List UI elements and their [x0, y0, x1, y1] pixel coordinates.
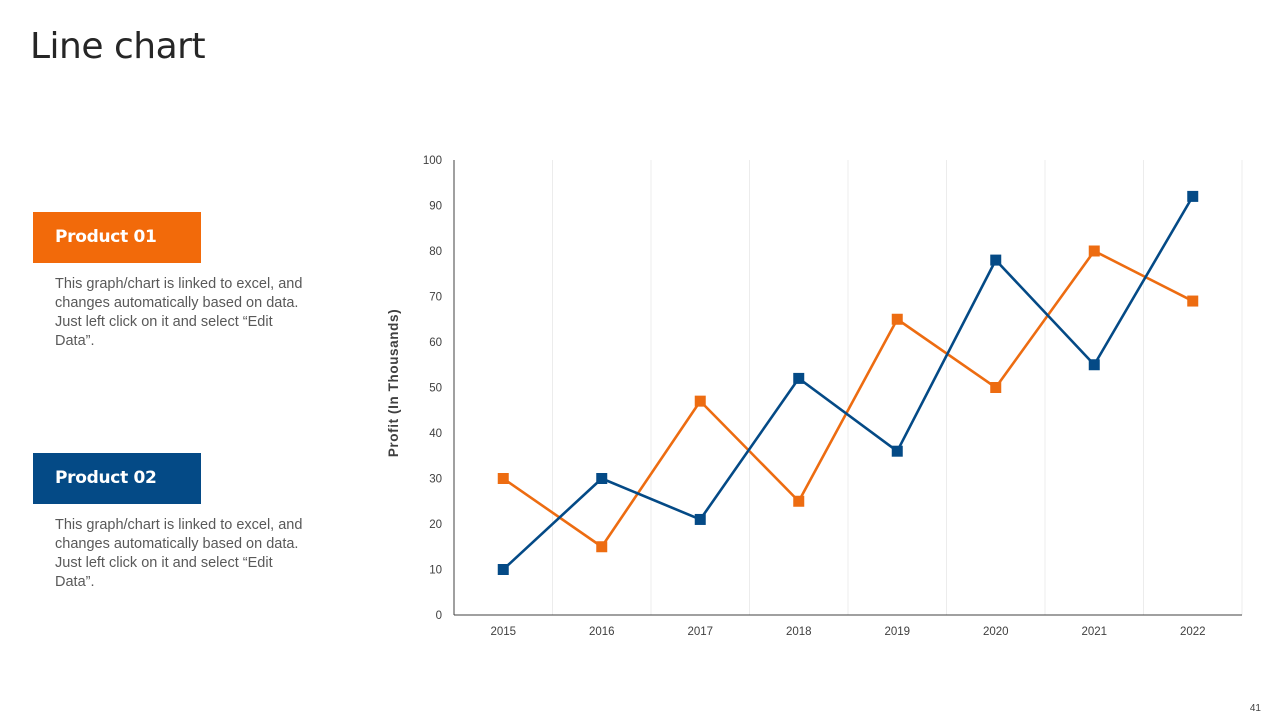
- product-01-description: This graph/chart is linked to excel, and…: [55, 276, 303, 349]
- data-point-marker[interactable]: [497, 564, 509, 575]
- data-point-marker[interactable]: [990, 254, 1002, 266]
- data-point-marker[interactable]: [1187, 190, 1199, 202]
- y-tick-label: 60: [429, 337, 442, 349]
- x-tick-label: 2019: [884, 626, 910, 638]
- chart-gridlines: [552, 160, 1243, 615]
- slide-title: Line chart: [30, 26, 206, 67]
- data-point-marker[interactable]: [793, 372, 805, 384]
- y-tick-label: 50: [429, 383, 442, 395]
- y-axis-tick-labels: 0 10 20 30 40 50 60 70 80 90 100: [423, 155, 442, 622]
- product-02-label: Product 02: [33, 453, 201, 504]
- y-tick-label: 10: [429, 565, 442, 577]
- product-01-label: Product 01: [33, 212, 201, 263]
- y-axis-label: Profit (In Thousands): [386, 309, 401, 457]
- chart-series: [497, 190, 1199, 575]
- product-02-description: This graph/chart is linked to excel, and…: [55, 517, 303, 590]
- data-point-marker[interactable]: [1088, 245, 1100, 257]
- data-point-marker[interactable]: [596, 541, 608, 553]
- data-point-marker[interactable]: [990, 382, 1002, 393]
- x-tick-label: 2017: [687, 626, 713, 638]
- series-product-02[interactable]: [497, 190, 1199, 575]
- y-tick-label: 80: [429, 246, 442, 258]
- data-point-marker[interactable]: [694, 395, 706, 407]
- page-number: 41: [1249, 703, 1261, 714]
- x-tick-label: 2015: [490, 626, 516, 638]
- y-tick-label: 100: [423, 155, 442, 167]
- series-product-01[interactable]: [497, 245, 1199, 553]
- x-tick-label: 2021: [1081, 626, 1107, 638]
- data-point-marker[interactable]: [497, 473, 509, 484]
- x-axis-tick-labels: 2015 2016 2017 2018 2019 2020 2021 2022: [490, 626, 1205, 638]
- y-tick-label: 90: [429, 201, 442, 213]
- data-point-marker[interactable]: [891, 313, 903, 325]
- x-tick-label: 2016: [589, 626, 615, 638]
- y-tick-label: 20: [429, 519, 442, 531]
- x-tick-label: 2020: [983, 626, 1009, 638]
- y-tick-label: 70: [429, 292, 442, 304]
- y-tick-label: 30: [429, 474, 442, 486]
- y-tick-label: 0: [436, 610, 442, 622]
- data-point-marker[interactable]: [1088, 359, 1100, 371]
- data-point-marker[interactable]: [694, 513, 706, 525]
- data-point-marker[interactable]: [793, 495, 805, 507]
- y-tick-label: 40: [429, 428, 442, 440]
- series-line[interactable]: [502, 195, 1194, 571]
- data-point-marker[interactable]: [596, 473, 608, 484]
- x-tick-label: 2022: [1180, 626, 1206, 638]
- chart-axes: [453, 160, 1242, 616]
- series-line[interactable]: [502, 249, 1194, 549]
- data-point-marker[interactable]: [891, 445, 903, 457]
- x-tick-label: 2018: [786, 626, 812, 638]
- data-point-marker[interactable]: [1187, 295, 1199, 307]
